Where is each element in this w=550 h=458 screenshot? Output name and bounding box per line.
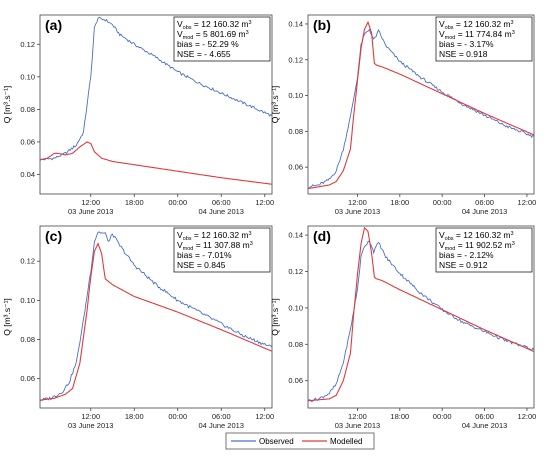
y-tick-label: 0.10 bbox=[20, 296, 35, 305]
y-tick-label: 0.12 bbox=[288, 267, 303, 276]
legend-modelled-label: Modelled bbox=[330, 437, 362, 446]
x-tick-label: 18:00 bbox=[390, 198, 409, 207]
stats-line: bias = - 52.29 % bbox=[177, 39, 239, 49]
panel-label: (b) bbox=[313, 17, 331, 33]
stats-box bbox=[173, 16, 271, 62]
stats-line: Vobs = 12 160.32 m3 bbox=[177, 230, 252, 242]
y-tick-label: 0.06 bbox=[288, 163, 303, 172]
y-tick-label: 0.04 bbox=[20, 170, 35, 179]
date-label: 04 June 2013 bbox=[462, 421, 507, 430]
stats-line: Vmod = 11 902.52 m3 bbox=[439, 240, 515, 252]
observed-line bbox=[39, 16, 273, 161]
stats-box bbox=[435, 16, 533, 62]
x-tick-label: 00:00 bbox=[433, 412, 452, 421]
y-axis-label: Q [m³.s⁻¹] bbox=[2, 86, 12, 124]
panel-label: (d) bbox=[313, 228, 331, 244]
panel-4: 0.06 0.08 0.10 0.12 0.14 12:00 18:00 00:00 06:00… bbox=[270, 225, 537, 430]
x-tick-label: 12:00 bbox=[81, 198, 100, 207]
stats-line: NSE = 0.918 bbox=[439, 49, 488, 59]
modelled-line bbox=[39, 242, 273, 401]
x-tick-label: 06:00 bbox=[475, 412, 494, 421]
panels: 0.04 0.06 0.08 0.10 0.12 12:00 18:00 00:00 06:00… bbox=[2, 14, 537, 430]
stats-box bbox=[173, 227, 271, 273]
date-label: 04 June 2013 bbox=[199, 421, 244, 430]
y-tick-label: 0.06 bbox=[288, 376, 303, 385]
y-tick-label: 0.08 bbox=[288, 340, 303, 349]
y-axis-label: Q [m³.s⁻¹] bbox=[270, 298, 280, 336]
stats-line: bias = - 3.17% bbox=[439, 39, 494, 49]
modelled-line bbox=[307, 226, 535, 402]
x-tick-label: 12:00 bbox=[518, 198, 537, 207]
x-tick-label: 18:00 bbox=[125, 198, 144, 207]
panel-1: 0.04 0.06 0.08 0.10 0.12 12:00 18:00 00:00 06:00… bbox=[2, 14, 274, 216]
date-label: 03 June 2013 bbox=[335, 207, 380, 216]
plot-frame bbox=[307, 225, 535, 409]
date-label: 03 June 2013 bbox=[335, 421, 380, 430]
x-tick-label: 12:00 bbox=[81, 412, 100, 421]
panel-2: 0.06 0.08 0.10 0.12 0.14 12:00 18:00 00:00 06:00… bbox=[270, 14, 537, 216]
x-tick-label: 12:00 bbox=[255, 412, 274, 421]
y-axis-label: Q [m³.s⁻¹] bbox=[2, 298, 12, 336]
x-tick-label: 12:00 bbox=[348, 198, 367, 207]
x-tick-label: 12:00 bbox=[518, 412, 537, 421]
y-tick-label: 0.08 bbox=[288, 127, 303, 136]
y-tick-label: 0.12 bbox=[288, 55, 303, 64]
y-tick-label: 0.12 bbox=[20, 40, 35, 49]
modelled-line bbox=[39, 141, 273, 185]
x-tick-label: 00:00 bbox=[433, 198, 452, 207]
y-tick-label: 0.12 bbox=[20, 257, 35, 266]
y-tick-label: 0.08 bbox=[20, 335, 35, 344]
date-label: 03 June 2013 bbox=[68, 207, 113, 216]
observed-line bbox=[39, 231, 273, 402]
stats-line: Vmod = 5 801.69 m3 bbox=[177, 29, 249, 41]
stats-line: bias = - 7.01% bbox=[177, 250, 232, 260]
stats-line: Vobs = 12 160.32 m3 bbox=[439, 19, 514, 31]
panel-label: (c) bbox=[45, 228, 62, 244]
date-label: 04 June 2013 bbox=[199, 207, 244, 216]
x-tick-label: 18:00 bbox=[125, 412, 144, 421]
legend-observed-label: Observed bbox=[259, 437, 294, 446]
plot-frame bbox=[39, 14, 273, 195]
stats-line: Vmod = 11 774.84 m3 bbox=[439, 29, 515, 41]
y-tick-label: 0.14 bbox=[288, 19, 303, 28]
x-tick-label: 06:00 bbox=[475, 198, 494, 207]
stats-line: Vmod = 11 307.88 m3 bbox=[177, 240, 253, 252]
y-tick-label: 0.10 bbox=[20, 72, 35, 81]
date-label: 04 June 2013 bbox=[462, 207, 507, 216]
y-tick-label: 0.08 bbox=[20, 105, 35, 114]
stats-line: NSE = - 4.655 bbox=[177, 49, 231, 59]
plot-frame bbox=[307, 14, 535, 195]
stats-line: NSE = 0.912 bbox=[439, 260, 488, 270]
stats-line: bias = - 2.12% bbox=[439, 250, 494, 260]
stats-line: Vobs = 12 160.32 m3 bbox=[177, 19, 252, 31]
legend-box bbox=[225, 432, 375, 450]
x-tick-label: 06:00 bbox=[212, 198, 231, 207]
y-tick-label: 0.06 bbox=[20, 374, 35, 383]
x-tick-label: 18:00 bbox=[390, 412, 409, 421]
x-tick-label: 00:00 bbox=[168, 412, 187, 421]
y-tick-label: 0.10 bbox=[288, 303, 303, 312]
stats-box bbox=[435, 227, 533, 273]
stats-line: NSE = 0.845 bbox=[177, 260, 226, 270]
modelled-line bbox=[307, 20, 535, 190]
x-tick-label: 12:00 bbox=[348, 412, 367, 421]
panel-label: (a) bbox=[45, 17, 62, 33]
stats-line: Vobs = 12 160.32 m3 bbox=[439, 230, 514, 242]
x-tick-label: 12:00 bbox=[255, 198, 274, 207]
y-tick-label: 0.14 bbox=[288, 231, 303, 240]
y-tick-label: 0.10 bbox=[288, 91, 303, 100]
y-axis-label: Q [m³.s⁻¹] bbox=[270, 86, 280, 124]
observed-line bbox=[307, 28, 535, 189]
date-label: 03 June 2013 bbox=[68, 421, 113, 430]
panel-3: 0.06 0.08 0.10 0.12 12:00 18:00 00:00 06:00 12:0… bbox=[2, 225, 274, 430]
y-tick-label: 0.06 bbox=[20, 137, 35, 146]
x-tick-label: 00:00 bbox=[168, 198, 187, 207]
x-tick-label: 06:00 bbox=[212, 412, 231, 421]
legend: Observed Modelled bbox=[225, 432, 375, 450]
plot-frame bbox=[39, 225, 273, 409]
